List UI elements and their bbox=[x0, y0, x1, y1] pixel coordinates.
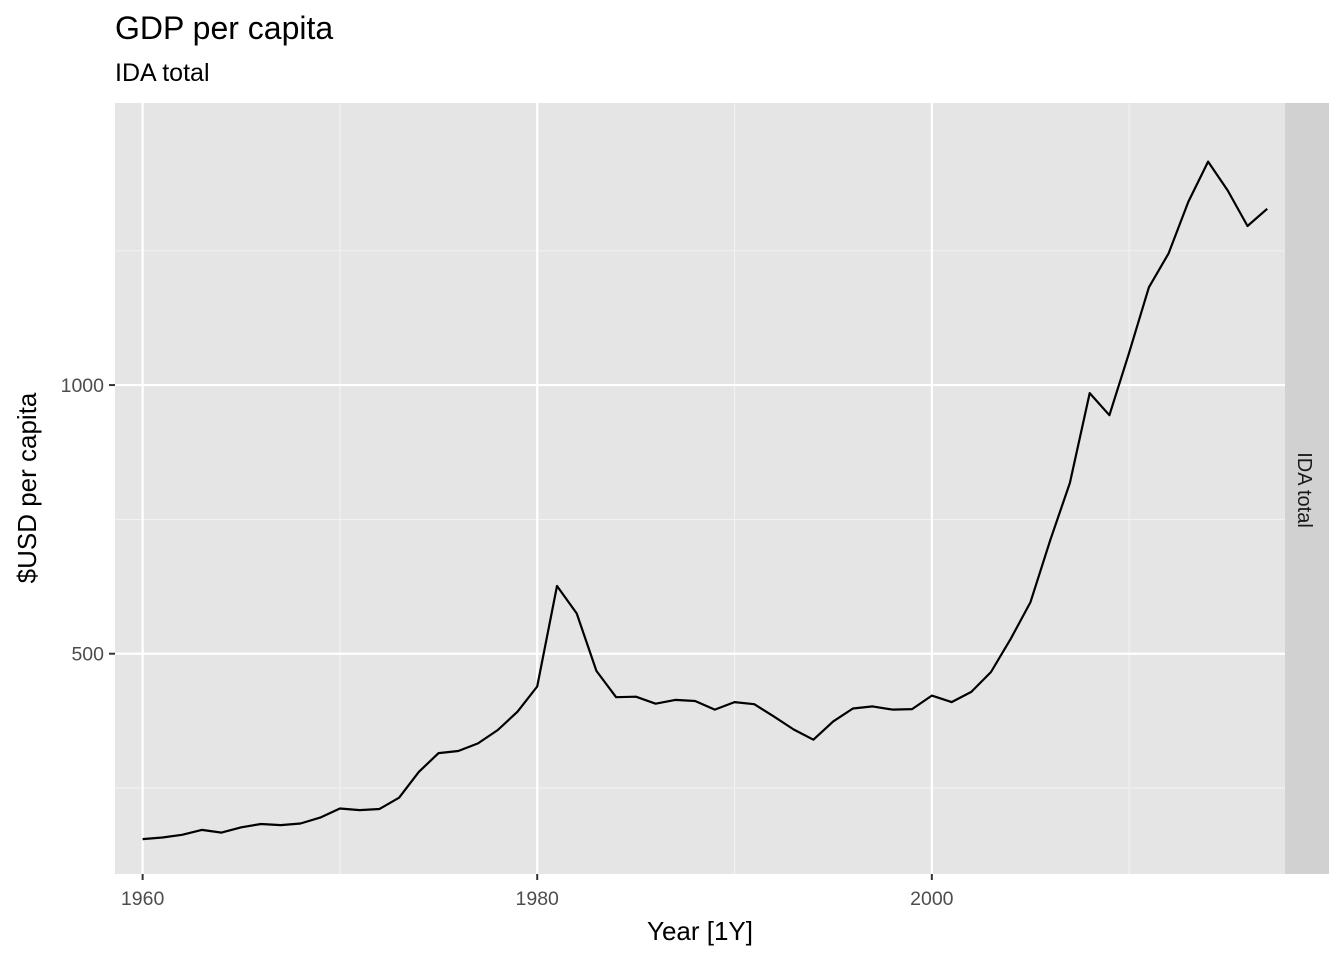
y-tick-label-1000: 1000 bbox=[61, 375, 105, 397]
x-axis: 1960 1980 2000 bbox=[121, 874, 954, 910]
x-tick-label-1980: 1980 bbox=[516, 888, 560, 910]
chart-title: GDP per capita bbox=[115, 10, 333, 46]
y-axis: 500 1000 bbox=[61, 375, 115, 666]
chart-subtitle: IDA total bbox=[115, 59, 210, 87]
x-axis-title: Year [1Y] bbox=[647, 916, 753, 946]
facet-strip bbox=[1285, 103, 1329, 874]
x-tick-label-2000: 2000 bbox=[910, 888, 954, 910]
minor-gridlines bbox=[115, 103, 1285, 874]
plot-panel bbox=[115, 103, 1285, 874]
x-tick-label-1960: 1960 bbox=[121, 888, 165, 910]
y-tick-label-500: 500 bbox=[71, 644, 104, 666]
major-gridlines bbox=[115, 103, 1285, 874]
y-axis-title: $USD per capita bbox=[12, 392, 42, 583]
facet-strip-label: IDA total bbox=[1293, 452, 1315, 528]
series-line-ida-total bbox=[142, 160, 1268, 841]
